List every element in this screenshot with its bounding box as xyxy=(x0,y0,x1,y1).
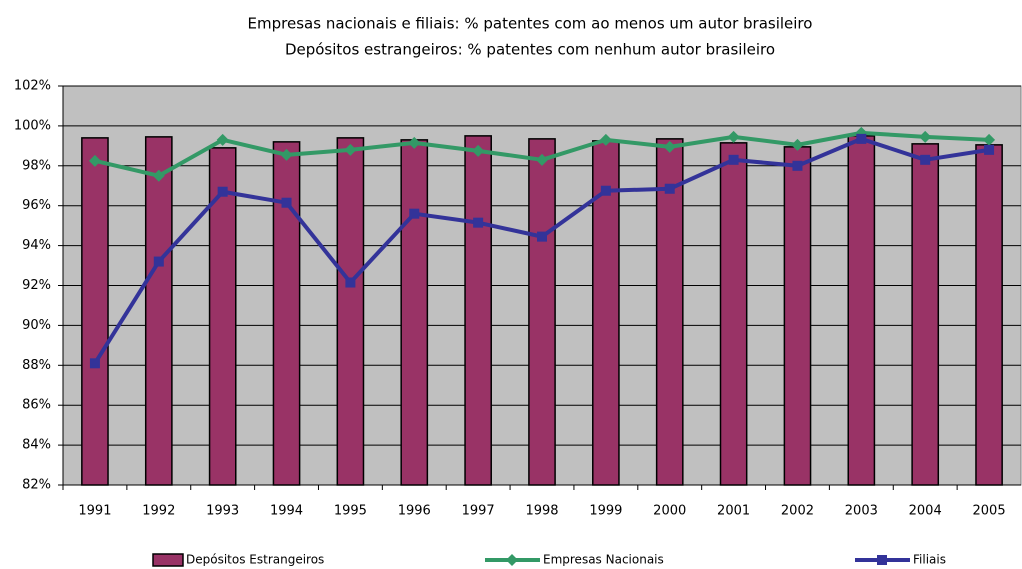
y-tick-label: 90% xyxy=(22,318,51,333)
marker xyxy=(280,148,293,161)
x-tick-label: 2000 xyxy=(653,504,686,519)
marker xyxy=(473,217,484,228)
chart-title: Empresas nacionais e filiais: % patentes… xyxy=(248,15,813,33)
marker xyxy=(537,231,547,242)
marker xyxy=(217,186,228,197)
y-tick-label: 98% xyxy=(22,158,51,173)
marker xyxy=(408,136,421,149)
x-tick-label: 1991 xyxy=(78,504,111,519)
bar xyxy=(847,135,876,486)
x-tick-label: 1992 xyxy=(142,504,175,519)
bar xyxy=(272,141,301,486)
bar xyxy=(975,144,1003,486)
y-tick-label: 84% xyxy=(22,438,51,453)
y-tick-label: 102% xyxy=(14,79,51,94)
marker xyxy=(88,154,101,167)
y-tick-label: 92% xyxy=(22,278,51,293)
x-tick-label: 1998 xyxy=(525,504,558,519)
marker xyxy=(600,185,611,196)
x-tick-label: 1999 xyxy=(589,504,622,519)
x-tick-label: 1994 xyxy=(270,504,303,519)
y-tick-label: 82% xyxy=(22,478,51,493)
marker xyxy=(281,197,292,208)
legend-swatch xyxy=(152,553,184,567)
marker xyxy=(983,133,996,146)
x-tick-label: 1995 xyxy=(334,504,367,519)
legend-label: Filiais xyxy=(913,553,946,567)
marker xyxy=(664,183,675,194)
legend-marker xyxy=(877,555,887,565)
bar xyxy=(719,142,748,486)
marker xyxy=(409,208,420,219)
y-tick-label: 94% xyxy=(22,238,51,253)
y-tick-label: 100% xyxy=(14,118,51,133)
bar xyxy=(655,138,684,486)
marker xyxy=(536,153,548,166)
chart-subtitle: Depósitos estrangeiros: % patentes com n… xyxy=(285,41,775,59)
marker xyxy=(856,133,867,144)
marker xyxy=(344,143,357,156)
marker xyxy=(920,154,931,165)
legend-marker xyxy=(506,554,518,566)
legend-label: Empresas Nacionais xyxy=(543,553,664,567)
marker xyxy=(152,169,165,182)
bar xyxy=(783,146,812,486)
y-tick-label: 86% xyxy=(22,398,51,413)
bar xyxy=(464,135,492,486)
marker xyxy=(153,256,164,267)
bar xyxy=(144,136,173,486)
bar xyxy=(528,138,556,486)
marker xyxy=(919,130,932,143)
x-tick-label: 1993 xyxy=(206,504,239,519)
bar xyxy=(336,137,365,486)
x-tick-label: 2001 xyxy=(717,504,750,519)
bar xyxy=(400,139,429,486)
marker xyxy=(216,133,229,146)
y-tick-label: 96% xyxy=(22,198,51,213)
marker xyxy=(345,277,356,288)
y-tick-label: 88% xyxy=(22,358,51,373)
marker xyxy=(89,358,100,369)
marker xyxy=(791,138,804,151)
marker xyxy=(663,140,676,153)
legend-label: Depósitos Estrangeiros xyxy=(186,553,324,567)
bar xyxy=(592,140,620,486)
bar xyxy=(911,143,940,486)
marker xyxy=(792,160,803,171)
marker xyxy=(727,130,740,143)
x-tick-label: 2005 xyxy=(973,504,1006,519)
x-tick-label: 2003 xyxy=(845,504,878,519)
marker xyxy=(984,144,995,155)
marker xyxy=(599,133,612,146)
marker xyxy=(728,154,739,165)
marker xyxy=(472,144,485,157)
x-tick-label: 1997 xyxy=(462,504,495,519)
bar xyxy=(81,137,109,486)
x-tick-label: 1996 xyxy=(398,504,431,519)
bar xyxy=(208,147,237,486)
x-tick-label: 2002 xyxy=(781,504,814,519)
x-tick-label: 2004 xyxy=(909,504,942,519)
